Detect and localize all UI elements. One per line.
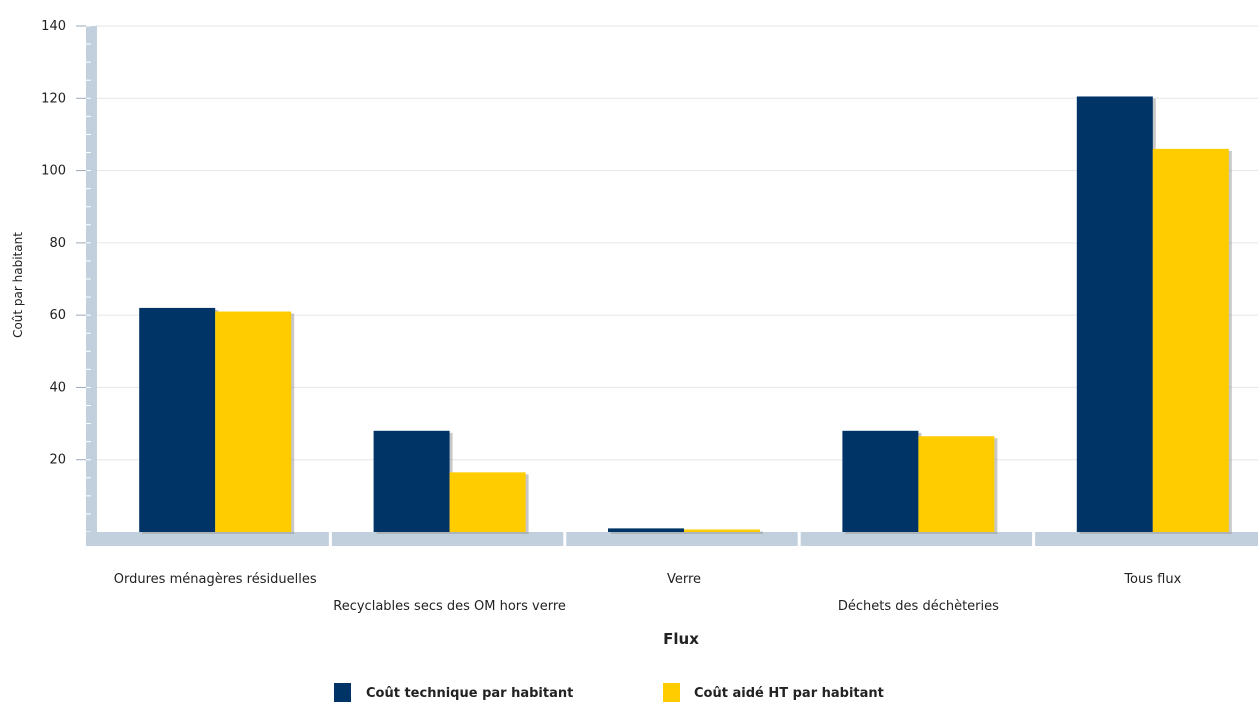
y-tick-label: 20 [49,453,66,468]
legend-label[interactable]: Coût technique par habitant [366,686,573,701]
x-axis-line [86,532,1258,546]
bar-cout-aide-0[interactable] [215,311,292,532]
bar-cout-technique-2[interactable] [608,528,684,532]
legend-swatch [334,683,351,702]
bar-cout-technique-3[interactable] [842,430,919,532]
legend-label[interactable]: Coût aidé HT par habitant [694,686,884,701]
legend-swatch [663,683,680,702]
bar-cout-technique-4[interactable] [1076,96,1153,532]
axes [76,25,1258,546]
y-tick-label: 120 [41,91,66,106]
x-category-label: Tous flux [1123,572,1181,587]
y-axis-title: Coût par habitant [11,232,25,338]
y-tick-label: 80 [49,236,66,251]
y-tick-label: 40 [49,380,66,395]
x-category-label: Déchets des déchèteries [838,599,999,614]
y-tick-label: 100 [41,164,66,179]
legend: Coût technique par habitant Coût aidé HT … [334,683,884,702]
bar-cout-aide-3[interactable] [918,436,995,532]
bar-shadow [611,530,687,534]
x-category-label: Verre [667,572,701,587]
y-tick-label: 60 [49,308,66,323]
bars [139,96,1232,534]
x-category-label: Ordures ménagères résiduelles [114,572,317,587]
x-axis-title: Flux [663,630,699,648]
x-category-label: Recyclables secs des OM hors verre [333,599,566,614]
labels: 20 40 60 80 100 120 140 Ordures ménagères résid… [41,19,1181,614]
bar-cout-technique-0[interactable] [139,307,216,532]
y-tick-label: 140 [41,19,66,34]
bar-cout-aide-1[interactable] [449,472,526,532]
bar-shadow [687,531,763,534]
bar-cout-aide-2[interactable] [684,529,760,532]
bar-cout-aide-4[interactable] [1152,148,1229,532]
y-axis-line [86,26,97,546]
bar-cout-technique-1[interactable] [373,430,450,532]
